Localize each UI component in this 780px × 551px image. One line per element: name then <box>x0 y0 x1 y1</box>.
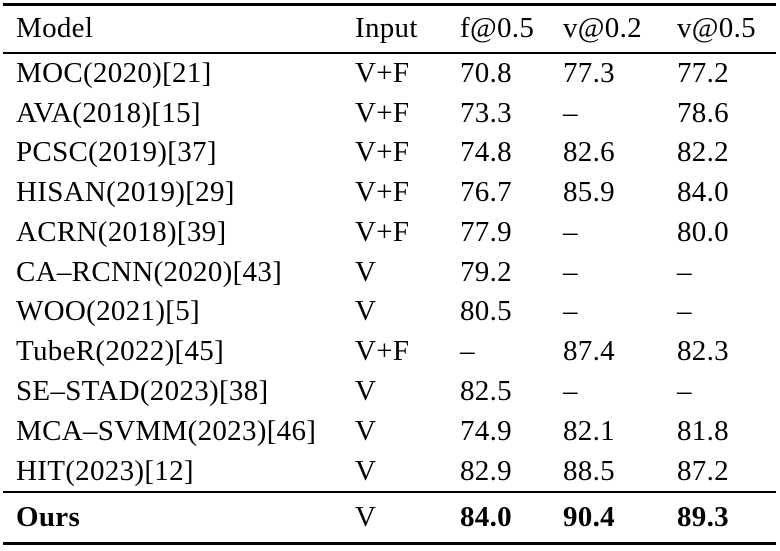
header-row: Model Input f@0.5 v@0.2 v@0.5 <box>0 6 780 53</box>
v02-cell: – <box>563 215 578 248</box>
v05-cell: 82.3 <box>677 335 729 368</box>
ours-v02-cell: 90.4 <box>563 500 615 533</box>
f05-cell: 77.9 <box>460 215 512 248</box>
input-cell: V+F <box>355 215 410 248</box>
input-cell: V+F <box>355 96 410 129</box>
input-cell: V <box>355 255 377 288</box>
model-cell: MOC(2020)[21] <box>16 56 212 89</box>
input-cell: V+F <box>355 335 410 368</box>
model-cell: WOO(2021)[5] <box>16 295 200 328</box>
v05-cell: 77.2 <box>677 56 729 89</box>
v02-cell: 88.5 <box>563 454 615 487</box>
v02-cell: 87.4 <box>563 335 615 368</box>
v02-cell: 77.3 <box>563 56 615 89</box>
f05-cell: 82.9 <box>460 454 512 487</box>
table-row: MCA–SVMM(2023)[46] V 74.9 82.1 81.8 <box>0 411 780 451</box>
f05-cell: 74.8 <box>460 136 512 169</box>
model-cell: SE–STAD(2023)[38] <box>16 375 269 407</box>
v02-cell: – <box>563 255 578 288</box>
table-row: WOO(2021)[5] V 80.5 – – <box>0 292 780 332</box>
top-rule <box>3 2 776 6</box>
f05-cell: 74.9 <box>460 414 512 447</box>
table-row: TubeR(2022)[45] V+F – 87.4 82.3 <box>0 332 780 372</box>
column-header-v05: v@0.5 <box>677 12 756 45</box>
input-cell: V <box>355 414 377 447</box>
input-cell: V+F <box>355 56 410 89</box>
table-row: ACRN(2018)[39] V+F 77.9 – 80.0 <box>0 213 780 253</box>
bottom-rule <box>3 541 776 545</box>
v02-cell: 82.1 <box>563 414 615 447</box>
footer-rule <box>3 491 776 493</box>
table-row: PCSC(2019)[37] V+F 74.8 82.6 82.2 <box>0 133 780 173</box>
v05-cell: 81.8 <box>677 414 729 447</box>
ours-row: Ours V 84.0 90.4 89.3 <box>0 493 780 542</box>
table-row: CA–RCNN(2020)[43] V 79.2 – – <box>0 252 780 292</box>
column-header-model: Model <box>16 12 94 45</box>
input-cell: V <box>355 295 377 328</box>
column-header-f05: f@0.5 <box>460 12 535 45</box>
header-rule <box>3 52 776 54</box>
model-cell: HISAN(2019)[29] <box>16 176 235 209</box>
model-cell: CA–RCNN(2020)[43] <box>16 255 283 288</box>
v05-cell: 84.0 <box>677 176 729 209</box>
table-row: MOC(2020)[21] V+F 70.8 77.3 77.2 <box>0 54 780 94</box>
model-cell: MCA–SVMM(2023)[46] <box>16 414 317 447</box>
table-row: AVA(2018)[15] V+F 73.3 – 78.6 <box>0 93 780 133</box>
v05-cell: – <box>677 375 692 407</box>
v05-cell: 78.6 <box>677 96 729 129</box>
ours-v05-cell: 89.3 <box>677 500 729 533</box>
v02-cell: – <box>563 375 578 407</box>
f05-cell: 73.3 <box>460 96 512 129</box>
input-cell: V <box>355 454 377 487</box>
v02-cell: 85.9 <box>563 176 615 209</box>
v05-cell: – <box>677 295 692 328</box>
table-body: MOC(2020)[21] V+F 70.8 77.3 77.2 AVA(201… <box>0 54 780 492</box>
model-cell: HIT(2023)[12] <box>16 454 194 487</box>
v05-cell: 80.0 <box>677 215 729 248</box>
column-header-input: Input <box>355 12 418 45</box>
v02-cell: – <box>563 96 578 129</box>
table-row: HIT(2023)[12] V 82.9 88.5 87.2 <box>0 451 780 491</box>
f05-cell: 80.5 <box>460 295 512 328</box>
v05-cell: – <box>677 255 692 288</box>
f05-cell: 79.2 <box>460 255 512 288</box>
input-cell: V+F <box>355 136 410 169</box>
v02-cell: 82.6 <box>563 136 615 169</box>
v02-cell: – <box>563 295 578 328</box>
model-cell: AVA(2018)[15] <box>16 96 201 129</box>
f05-cell: 76.7 <box>460 176 512 209</box>
ours-model-cell: Ours <box>16 500 81 533</box>
ours-f05-cell: 84.0 <box>460 500 512 533</box>
input-cell: V+F <box>355 176 410 209</box>
input-cell: V <box>355 375 377 407</box>
column-header-v02: v@0.2 <box>563 12 642 45</box>
table-row: SE–STAD(2023)[38] V 82.5 – – <box>0 372 780 412</box>
ours-input-cell: V <box>355 500 377 533</box>
f05-cell: 82.5 <box>460 375 512 407</box>
model-cell: TubeR(2022)[45] <box>16 335 225 368</box>
f05-cell: 70.8 <box>460 56 512 89</box>
model-cell: PCSC(2019)[37] <box>16 136 217 169</box>
table-row: HISAN(2019)[29] V+F 76.7 85.9 84.0 <box>0 173 780 213</box>
v05-cell: 87.2 <box>677 454 729 487</box>
f05-cell: – <box>460 335 475 368</box>
model-cell: ACRN(2018)[39] <box>16 215 227 248</box>
v05-cell: 82.2 <box>677 136 729 169</box>
